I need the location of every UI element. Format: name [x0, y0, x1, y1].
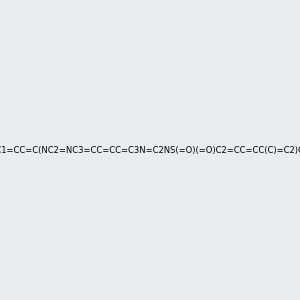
Text: CCOC1=CC=C(NC2=NC3=CC=CC=C3N=C2NS(=O)(=O)C2=CC=CC(C)=C2)C=C1: CCOC1=CC=C(NC2=NC3=CC=CC=C3N=C2NS(=O)(=O… — [0, 146, 300, 154]
